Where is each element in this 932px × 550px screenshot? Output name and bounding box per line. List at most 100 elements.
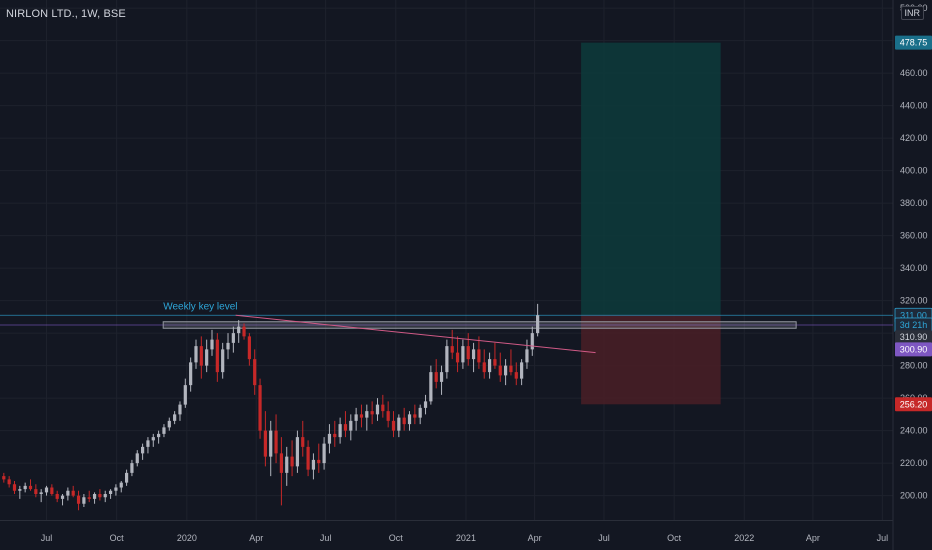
candle-body	[381, 404, 385, 412]
price-tick-label: 340.00	[900, 263, 928, 273]
candle-body	[290, 456, 294, 467]
candle-body	[82, 497, 86, 504]
candle-body	[269, 430, 273, 457]
candle-body	[466, 346, 470, 360]
candle-body	[322, 443, 326, 464]
candle-body	[498, 365, 502, 376]
key-level-box	[162, 321, 797, 329]
candle-body	[301, 437, 305, 447]
price-tick-label: 420.00	[900, 133, 928, 143]
candle-body	[76, 495, 81, 504]
candle-body	[536, 315, 540, 334]
candle-body	[482, 362, 486, 373]
candle-body	[124, 472, 129, 483]
candle-body	[2, 476, 6, 480]
time-tick-label: Oct	[110, 533, 125, 543]
candle-body	[231, 333, 235, 343]
candle-body	[141, 446, 145, 454]
trendline	[235, 314, 596, 354]
candle-body	[514, 372, 518, 379]
candle-body	[487, 359, 492, 373]
candle-body	[205, 349, 209, 366]
price-tag-label: 256.20	[900, 399, 928, 409]
candle-body	[455, 352, 460, 363]
currency-badge[interactable]: INR	[900, 6, 924, 20]
symbol-title: NIRLON LTD., 1W, BSE	[6, 8, 126, 20]
candle-body	[98, 494, 102, 498]
candle-body	[189, 362, 193, 386]
candle-body	[434, 372, 438, 382]
price-tick-label: 360.00	[900, 231, 928, 241]
candle-body	[450, 346, 454, 353]
price-tick-label: 240.00	[900, 426, 928, 436]
time-tick-label: Jul	[877, 533, 889, 543]
weekly-key-level-label: Weekly key level	[163, 302, 237, 313]
time-tick-label: Oct	[667, 533, 682, 543]
time-tick-label: Jul	[598, 533, 610, 543]
candle-body	[18, 489, 22, 491]
candle-body	[130, 463, 134, 473]
candle-body	[418, 407, 422, 418]
candle-body	[87, 497, 91, 499]
candle-body	[60, 495, 65, 499]
candle-body	[359, 414, 364, 418]
time-tick-label: Oct	[389, 533, 404, 543]
candle-body	[162, 427, 166, 434]
candle-body	[493, 359, 497, 366]
time-tick-label: Jul	[41, 533, 53, 543]
candle-body	[108, 490, 113, 494]
candle-body	[23, 485, 27, 490]
candle-body	[429, 372, 433, 402]
candle-body	[386, 411, 390, 421]
candle-body	[183, 385, 187, 405]
time-tick-label: Apr	[249, 533, 263, 543]
price-tag-label: 300.90	[900, 344, 928, 354]
price-tag	[895, 35, 932, 50]
candle-body	[311, 459, 316, 470]
candle-body	[114, 487, 118, 491]
candle-body	[397, 417, 401, 431]
stop-zone	[581, 315, 721, 405]
candle-body	[92, 494, 97, 499]
candle-body	[279, 453, 283, 473]
price-tick-label: 320.00	[900, 296, 928, 306]
price-tag-label: 311.00	[900, 310, 927, 320]
candle-body	[237, 326, 241, 334]
candle-body	[28, 485, 33, 490]
candle-body	[66, 490, 70, 496]
candle-body	[146, 440, 150, 447]
candle-body	[55, 494, 59, 499]
candle-body	[71, 490, 75, 496]
candle-body	[119, 482, 123, 488]
candle-body	[306, 446, 310, 470]
price-tick-label: 220.00	[900, 458, 928, 468]
candle-body	[413, 414, 417, 418]
candle-body	[327, 433, 332, 444]
time-tick-label: Apr	[528, 533, 542, 543]
candle-body	[349, 420, 353, 431]
candle-body	[520, 362, 524, 379]
candle-body	[530, 333, 534, 350]
candle-body	[333, 433, 337, 438]
candle-body	[7, 479, 11, 485]
candle-body	[407, 414, 412, 425]
candle-body	[471, 349, 476, 360]
price-tick-label: 380.00	[900, 198, 928, 208]
candle-body	[157, 433, 161, 438]
candle-body	[423, 401, 428, 408]
candle-body	[370, 411, 374, 415]
candle-body	[295, 437, 300, 467]
candle-body	[215, 339, 219, 373]
candle-body	[44, 487, 49, 493]
candle-body	[477, 349, 481, 363]
price-tag	[895, 330, 932, 345]
candle-body	[365, 411, 369, 418]
price-tick-label: 280.00	[900, 361, 928, 371]
candle-body	[173, 414, 177, 421]
candle-body	[274, 430, 278, 454]
candle-body	[354, 414, 358, 421]
price-tag	[895, 342, 932, 357]
price-tag-label: 478.75	[900, 38, 928, 48]
candle-body	[151, 437, 155, 441]
